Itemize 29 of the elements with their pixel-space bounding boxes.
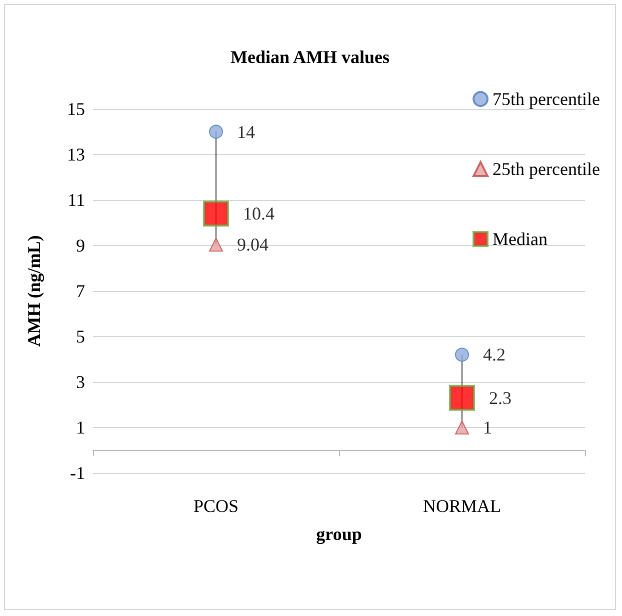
point bbox=[449, 384, 475, 411]
point bbox=[209, 238, 223, 252]
data-label: 14 bbox=[237, 122, 255, 142]
data-label: 2.3 bbox=[489, 388, 512, 408]
y-axis-title: AMH (ng/mL) bbox=[24, 235, 44, 347]
legend-label: 25th percentile bbox=[492, 159, 600, 179]
y-tick-label: 13 bbox=[67, 144, 85, 164]
y-tick-label: 11 bbox=[68, 190, 85, 210]
point bbox=[209, 124, 223, 139]
legend-label: Median bbox=[492, 229, 548, 249]
legend-label: 75th percentile bbox=[492, 89, 600, 109]
x-tick-label: NORMAL bbox=[422, 496, 502, 516]
point bbox=[203, 200, 229, 227]
data-label: 9.04 bbox=[237, 234, 268, 255]
y-tick-label: 9 bbox=[76, 236, 85, 256]
y-tick-label: -1 bbox=[70, 463, 85, 483]
y-tick-label: 15 bbox=[67, 99, 85, 119]
data-label: 4.2 bbox=[483, 344, 506, 365]
y-tick-label: 5 bbox=[76, 326, 85, 346]
point bbox=[455, 420, 469, 434]
x-tick-label: PCOS bbox=[193, 496, 239, 516]
point bbox=[455, 348, 469, 362]
data-label: 1 bbox=[483, 418, 492, 438]
data-label: 10.4 bbox=[243, 204, 274, 224]
y-tick-label: 7 bbox=[76, 281, 85, 301]
chart-title: Median AMH values bbox=[230, 47, 390, 67]
y-tick-label: 1 bbox=[76, 418, 85, 438]
x-axis-title: group bbox=[316, 524, 362, 544]
y-tick-label: 3 bbox=[76, 372, 85, 392]
